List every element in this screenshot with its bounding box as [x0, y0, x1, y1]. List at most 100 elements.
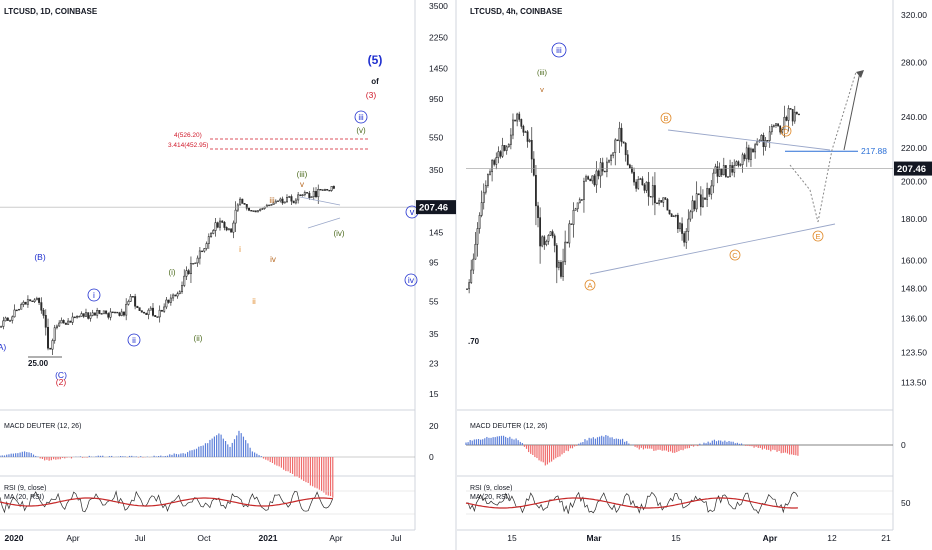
left-price-candle [33, 299, 36, 302]
right-price-candle [505, 146, 508, 151]
right-price-candle [628, 164, 631, 169]
left-rsi-ma-line [0, 497, 333, 507]
right-price-candle [645, 181, 648, 191]
left-price-candle [60, 320, 63, 324]
left-price-candle [136, 305, 139, 308]
right-price-candle [699, 194, 702, 208]
right-price-candle [620, 127, 623, 143]
right-price-candle [568, 223, 571, 244]
left-price-candle [105, 310, 108, 314]
left-price-candle [154, 315, 157, 318]
left-price-candle [67, 320, 70, 325]
left-y-tick-label: 35 [429, 329, 439, 339]
left-price-candle [143, 311, 146, 314]
right-chart-title: LTCUSD, 4h, COINBASE [470, 7, 563, 16]
left-wave-label: i [93, 290, 95, 300]
right-price-candle [489, 171, 491, 175]
right-price-candle [514, 119, 516, 122]
left-y-tick-label: 145 [429, 228, 443, 238]
right-price-candle [622, 141, 625, 144]
right-price-candle [520, 119, 523, 127]
left-price-candle [49, 347, 52, 350]
left-price-candle [35, 298, 38, 301]
right-price-candle [768, 131, 771, 141]
right-price-candle [610, 155, 612, 161]
left-wave-label: iv [270, 255, 276, 264]
left-price-candle [42, 309, 45, 316]
left-price-candle [53, 327, 56, 341]
left-price-candle [290, 196, 293, 202]
left-x-tick-label: Apr [66, 533, 79, 543]
right-price-candle [578, 199, 581, 204]
left-macd-tick: 20 [429, 421, 439, 431]
right-price-candle [672, 215, 675, 218]
right-price-candle [574, 208, 577, 211]
left-price-candle [89, 315, 92, 319]
left-price-candle [84, 312, 87, 317]
left-wave-label: (i) [168, 268, 175, 277]
left-price-candle [252, 210, 255, 212]
left-price-candle [129, 296, 132, 302]
left-price-candle [207, 236, 210, 244]
left-price-candle [277, 200, 280, 202]
left-x-tick-label: Jul [135, 533, 146, 543]
left-price-candle [312, 191, 315, 198]
projection-path-up [817, 71, 857, 223]
right-wave-circle [812, 230, 824, 242]
right-price-candle [674, 214, 677, 217]
right-price-candle [618, 127, 621, 142]
right-price-candle [770, 125, 773, 133]
right-price-candle [537, 205, 539, 218]
left-price-candle [158, 309, 161, 318]
right-price-candle [637, 179, 640, 189]
right-wave-label: D [783, 127, 789, 136]
right-price-candle [664, 197, 667, 200]
projection-arrowhead [856, 70, 864, 78]
left-price-candle [102, 310, 105, 315]
left-wave-label: iii [358, 113, 364, 122]
left-price-candle [274, 200, 277, 204]
left-wave-label: iii [269, 196, 275, 205]
left-x-tick-label: Jul [391, 533, 402, 543]
left-price-candle [297, 194, 300, 201]
left-price-candle [214, 222, 217, 231]
left-price-candle [91, 312, 94, 316]
right-price-candle [641, 178, 644, 186]
right-price-candle [612, 152, 615, 156]
left-price-candle [93, 312, 96, 316]
right-price-candle [681, 223, 683, 234]
left-price-candle [169, 297, 172, 303]
right-price-candle [570, 223, 573, 225]
low-marker-label: 25.00 [28, 359, 49, 368]
right-price-candle [754, 144, 757, 153]
left-wave-label: i [239, 245, 241, 254]
right-wave-label: A [587, 281, 592, 290]
left-y-tick-label: 95 [429, 258, 439, 268]
right-price-candle [549, 231, 552, 236]
left-price-candle [294, 199, 297, 204]
left-price-candle [131, 296, 134, 298]
right-price-candle [478, 215, 481, 229]
left-price-candle [147, 309, 150, 315]
left-wave-label: of [371, 77, 379, 86]
left-price-candle [225, 227, 228, 231]
left-price-candle [315, 191, 318, 198]
right-price-candle [668, 209, 671, 215]
right-x-tick-label: 12 [827, 533, 837, 543]
right-price-candle [614, 139, 617, 154]
left-price-candle [279, 198, 282, 202]
right-price-candle [795, 111, 798, 115]
right-wave-circle [660, 112, 672, 124]
right-price-candle [793, 111, 796, 122]
left-price-candle [245, 204, 248, 209]
right-price-candle [524, 131, 527, 133]
left-price-candle [268, 204, 271, 207]
left-wave-label: ii [132, 335, 136, 345]
right-price-candle [516, 113, 519, 122]
left-wave-circle [87, 288, 101, 302]
right-price-candle [503, 145, 506, 151]
left-last-price: 207.46 [419, 203, 448, 214]
right-price-candle [580, 199, 583, 201]
left-price-candle [125, 303, 128, 316]
right-price-candle [564, 241, 567, 263]
